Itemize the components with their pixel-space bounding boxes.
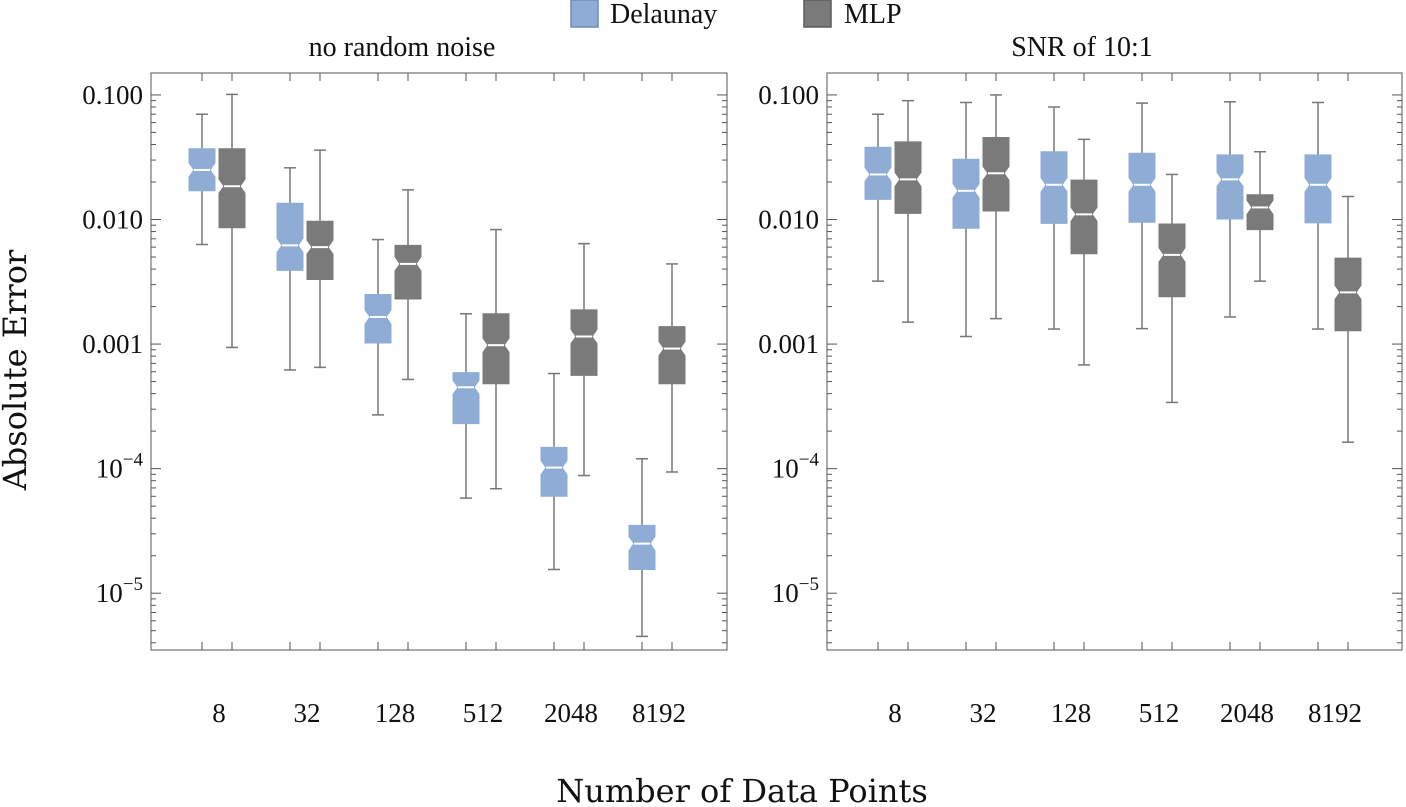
box-body <box>452 372 480 425</box>
box-delaunay-128 <box>364 238 392 416</box>
box-body <box>628 524 656 570</box>
box-body <box>1158 223 1186 298</box>
box-delaunay-2048 <box>540 372 568 571</box>
y-axis-title: Absolute Error <box>0 249 34 491</box>
legend-swatch-delaunay <box>570 0 599 28</box>
box-delaunay-8192 <box>628 458 656 638</box>
legend-swatch-mlp <box>803 0 832 28</box>
box-mlp-8192 <box>1334 195 1362 443</box>
box-body <box>276 202 304 271</box>
box-mlp-2048 <box>570 242 598 477</box>
box-body <box>394 244 422 300</box>
panel-title-right: SNR of 10:1 <box>1011 32 1153 63</box>
box-body <box>658 326 686 385</box>
y-tick-label: 10−4 <box>772 450 820 484</box>
box-body <box>864 146 892 200</box>
box-delaunay-32 <box>952 101 980 338</box>
y-tick-label: 0.010 <box>758 205 819 235</box>
box-mlp-8192 <box>658 263 686 473</box>
y-tick-label: 0.100 <box>82 80 143 110</box>
box-mlp-512 <box>1158 173 1186 404</box>
box-body <box>482 313 510 385</box>
box-mlp-2048 <box>1246 150 1274 282</box>
x-tick-label: 2048 <box>1220 698 1274 728</box>
box-mlp-128 <box>394 189 422 381</box>
y-tick-label: 0.100 <box>758 80 819 110</box>
x-tick-label: 8192 <box>632 698 686 728</box>
x-tick-label: 2048 <box>544 698 598 728</box>
box-body <box>1040 151 1068 224</box>
box-delaunay-512 <box>1128 102 1156 330</box>
legend-label-mlp: MLP <box>844 0 902 30</box>
box-delaunay-8192 <box>1304 101 1332 330</box>
x-tick-label: 128 <box>375 698 416 728</box>
box-delaunay-8 <box>864 113 892 282</box>
x-tick-label: 32 <box>970 698 997 728</box>
box-mlp-32 <box>306 149 334 369</box>
box-delaunay-2048 <box>1216 101 1244 318</box>
box-body <box>894 141 922 214</box>
box-mlp-128 <box>1070 138 1098 366</box>
x-tick-label: 32 <box>294 698 321 728</box>
y-tick-label: 10−5 <box>772 574 819 608</box>
x-tick-label: 128 <box>1051 698 1092 728</box>
box-body <box>1070 179 1098 255</box>
x-axis-title: Number of Data Points <box>556 772 928 807</box>
box-body <box>218 148 246 229</box>
box-body <box>1246 194 1274 231</box>
box-mlp-8 <box>894 99 922 323</box>
plot-frame <box>826 72 1403 651</box>
box-body <box>364 294 392 344</box>
legend-label-delaunay: Delaunay <box>610 0 717 30</box>
y-tick-label: 0.010 <box>82 205 143 235</box>
x-tick-label: 8 <box>888 698 902 728</box>
box-mlp-512 <box>482 228 510 490</box>
box-body <box>952 158 980 229</box>
y-tick-label: 10−4 <box>96 450 144 484</box>
box-mlp-8 <box>218 93 246 349</box>
box-mlp-32 <box>982 94 1010 320</box>
y-tick-label: 10−5 <box>96 574 143 608</box>
box-body <box>1128 152 1156 223</box>
box-body <box>306 220 334 280</box>
x-tick-label: 8192 <box>1308 698 1362 728</box>
box-body <box>540 446 568 497</box>
box-body <box>1304 154 1332 224</box>
panel-title-left: no random noise <box>309 32 496 63</box>
x-tick-label: 512 <box>1139 698 1180 728</box>
box-delaunay-32 <box>276 167 304 371</box>
box-body <box>1334 257 1362 332</box>
box-body <box>570 309 598 376</box>
box-delaunay-128 <box>1040 106 1068 330</box>
box-delaunay-8 <box>188 113 216 246</box>
plot-frame <box>150 72 728 651</box>
box-body <box>1216 154 1244 220</box>
legend: Delaunay MLP <box>570 0 902 30</box>
y-tick-label: 0.001 <box>758 329 819 359</box>
x-tick-label: 8 <box>212 698 226 728</box>
y-tick-label: 0.001 <box>82 329 143 359</box>
box-delaunay-512 <box>452 313 480 499</box>
panel-right: 0.100 0.010 0.001 10−4 10−5 8 32 128 512 2048 8192 <box>758 72 1403 728</box>
x-tick-label: 512 <box>463 698 504 728</box>
panel-left: 0.100 0.010 0.001 10−4 10−5 8 32 128 512 2048 8192 <box>82 72 728 728</box>
